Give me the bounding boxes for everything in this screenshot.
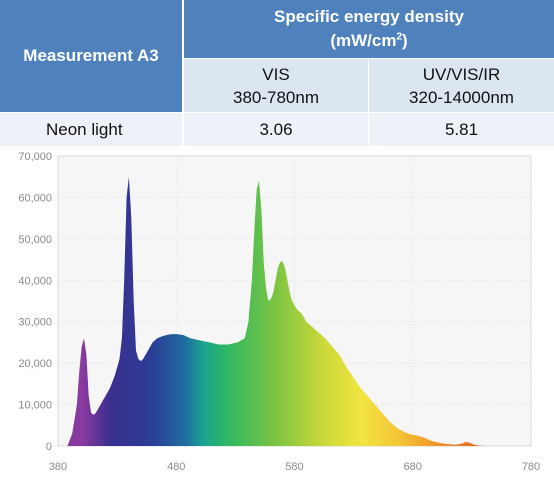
column-header-uv: UV/VIS/IR 320-14000nm (369, 59, 554, 112)
row-vis-value: 3.06 (259, 119, 293, 139)
y-tick-label: 30,000 (18, 317, 52, 329)
y-tick-label: 0 (46, 441, 52, 453)
y-tick-label: 70,000 (18, 151, 52, 163)
column-uv-line2: 320-14000nm (409, 87, 514, 107)
x-tick-label: 580 (285, 461, 303, 473)
spectrum-chart: 0 10,000 20,000 30,000 40,000 50,000 60,000 70,… (18, 151, 540, 473)
spectrum-area (67, 176, 484, 446)
row-label-cell: Neon light (0, 113, 183, 146)
row-vis-cell: 3.06 (184, 113, 369, 146)
x-tick-label: 380 (49, 461, 67, 473)
column-uv-line1: UV/VIS/IR (422, 64, 501, 84)
y-tick-label: 60,000 (18, 192, 52, 204)
group-title-line2: (mW/cm2) (330, 31, 408, 50)
x-axis-ticks: 380 480 580 680 780 (49, 461, 540, 473)
row-uv-cell: 5.81 (369, 113, 554, 146)
x-tick-label: 680 (404, 461, 422, 473)
column-vis-line2: 380-780nm (232, 87, 319, 107)
y-axis-ticks: 0 10,000 20,000 30,000 40,000 50,000 60,000 70,… (18, 151, 52, 453)
y-tick-label: 40,000 (18, 275, 52, 287)
corner-label: Measurement A3 (23, 46, 159, 65)
row-uv-value: 5.81 (444, 119, 479, 139)
group-title-line1: Specific energy density (274, 7, 464, 26)
x-tick-label: 480 (167, 461, 185, 473)
x-tick-label: 780 (522, 461, 540, 473)
y-tick-label: 50,000 (18, 234, 52, 246)
y-tick-label: 20,000 (18, 358, 52, 370)
row-label: Neon light (46, 119, 123, 139)
corner-header: Measurement A3 (0, 0, 183, 112)
group-header: Specific energy density (mW/cm2) (184, 0, 554, 58)
column-header-vis: VIS 380-780nm (184, 59, 369, 112)
column-vis-line1: VIS (262, 64, 290, 84)
y-tick-label: 10,000 (18, 400, 52, 412)
